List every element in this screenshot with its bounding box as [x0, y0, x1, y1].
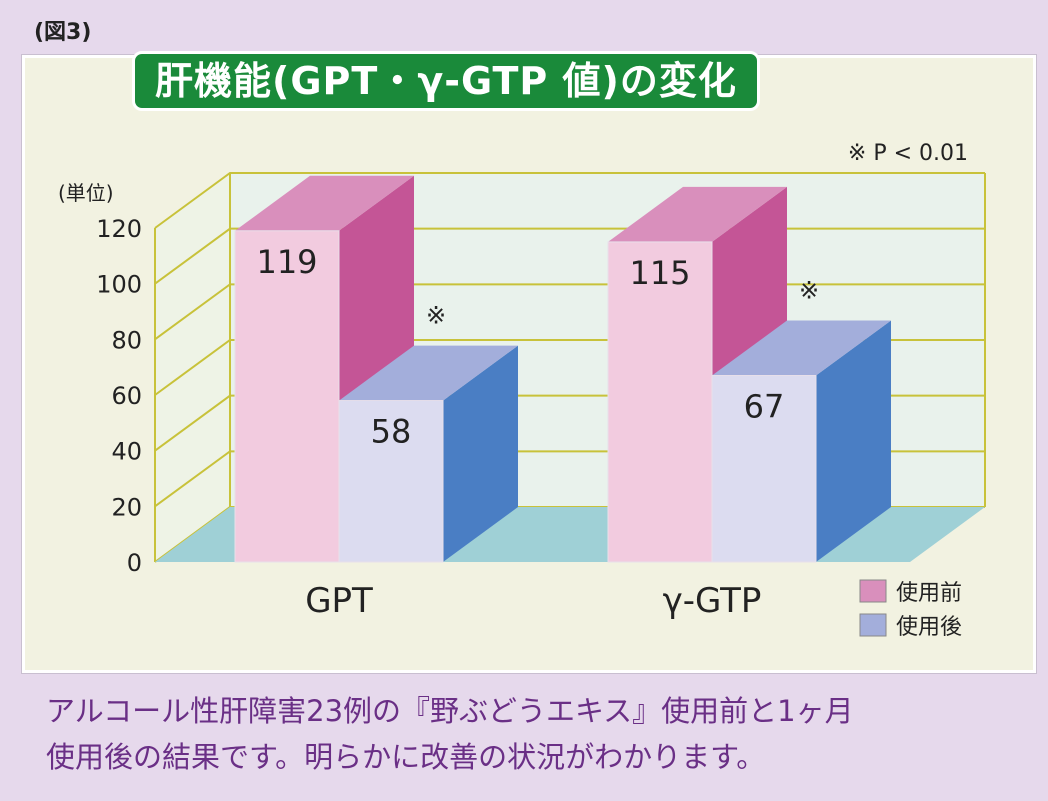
y-tick-label: 60	[111, 382, 142, 410]
x-tick-label: γ-GTP	[663, 581, 762, 621]
chart-title: 肝機能(GPT・γ-GTP 値)の変化	[132, 51, 760, 111]
bar	[338, 400, 444, 563]
bar-top	[339, 345, 518, 401]
bar	[711, 375, 817, 563]
bar-value-label: 115	[629, 254, 690, 292]
bar-side	[443, 345, 518, 562]
y-tick-label: 40	[111, 438, 142, 466]
caption: アルコール性肝障害23例の『野ぶどうエキス』使用前と1ヶ月 使用後の結果です。明…	[46, 688, 1026, 780]
legend-swatch	[859, 613, 887, 637]
caption-line-2: 使用後の結果です。明らかに改善の状況がわかります。	[46, 740, 766, 774]
y-tick-label: 0	[127, 549, 142, 577]
bar-value-label: 58	[371, 413, 412, 451]
bar	[234, 230, 340, 563]
y-tick-label: 100	[96, 271, 142, 299]
significance-marker: ※	[426, 302, 446, 330]
figure-label: (図3)	[34, 20, 92, 45]
bar-top	[235, 175, 414, 231]
significance-note: ※ P < 0.01	[848, 141, 968, 166]
legend-label: 使用後	[896, 615, 962, 640]
significance-marker: ※	[799, 277, 819, 305]
y-tick-label: 80	[111, 326, 142, 354]
bar-top	[608, 186, 787, 242]
legend-label: 使用前	[896, 581, 962, 606]
y-tick-label: 20	[111, 493, 142, 521]
x-tick-label: GPT	[305, 581, 373, 621]
legend-swatch	[859, 579, 887, 603]
y-tick-label: 120	[96, 215, 142, 243]
bar-side	[816, 320, 891, 562]
bar-value-label: 67	[744, 388, 785, 426]
bar-value-label: 119	[256, 243, 317, 281]
bar	[607, 241, 713, 563]
bar-top	[712, 320, 891, 376]
caption-line-1: アルコール性肝障害23例の『野ぶどうエキス』使用前と1ヶ月	[46, 694, 854, 728]
y-axis-label: (単位)	[58, 181, 114, 205]
